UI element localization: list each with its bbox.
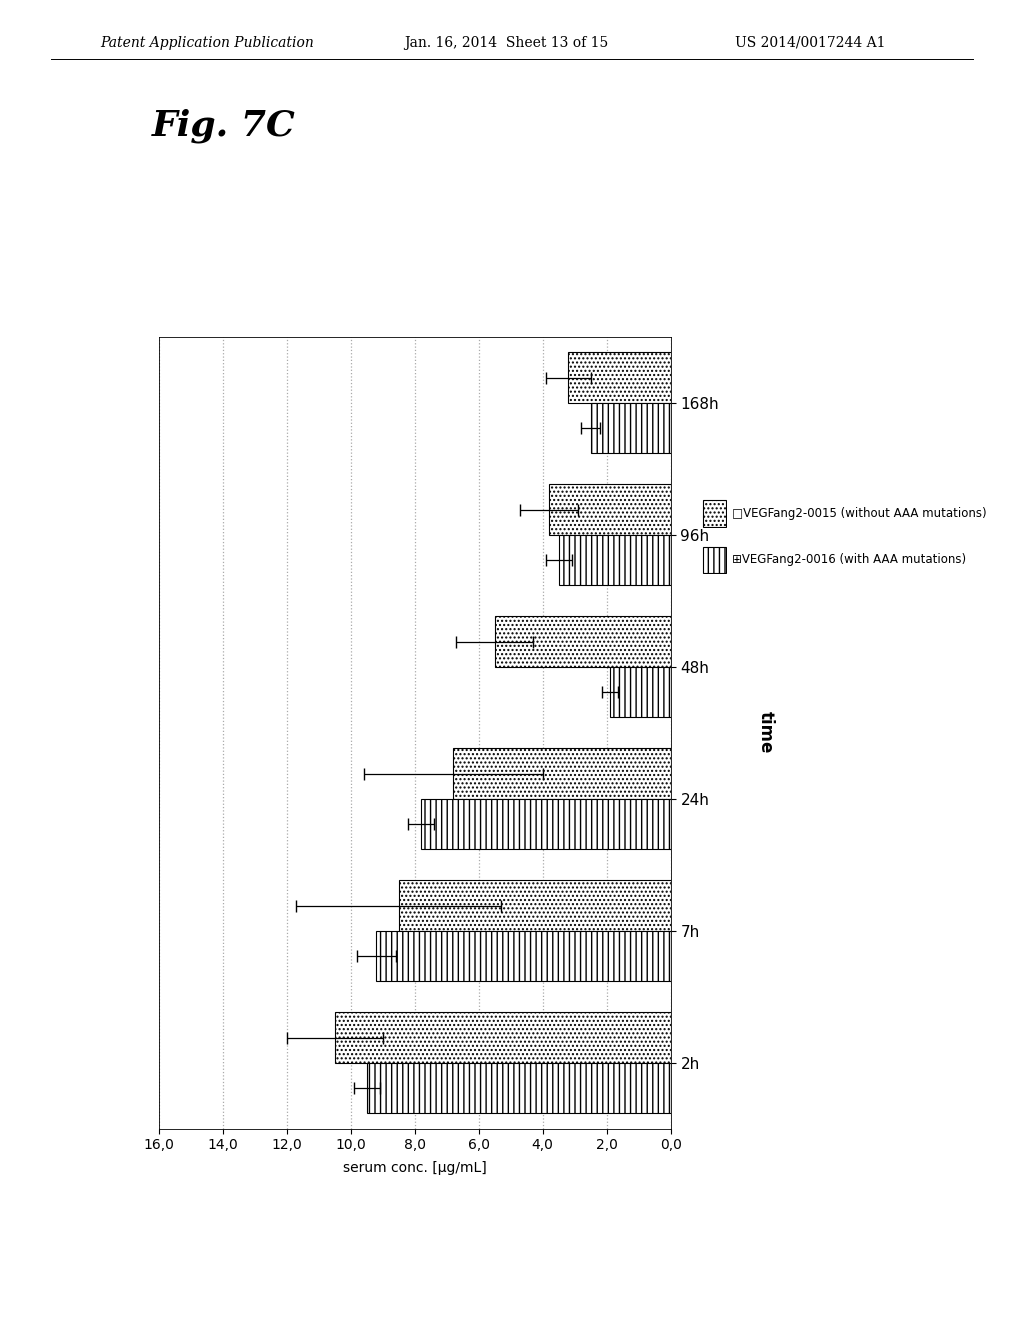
Bar <box>421 799 671 849</box>
Bar <box>453 748 671 799</box>
Bar <box>559 535 671 585</box>
Bar <box>568 352 671 403</box>
Bar <box>398 880 671 931</box>
Bar <box>610 667 671 717</box>
Text: ⊞VEGFang2-0016 (with AAA mutations): ⊞VEGFang2-0016 (with AAA mutations) <box>732 553 967 566</box>
Bar <box>591 403 671 453</box>
Bar <box>495 616 671 667</box>
Text: □VEGFang2-0015 (without AAA mutations): □VEGFang2-0015 (without AAA mutations) <box>732 507 987 520</box>
Text: Patent Application Publication: Patent Application Publication <box>100 36 314 50</box>
Text: Fig. 7C: Fig. 7C <box>152 110 295 144</box>
X-axis label: serum conc. [µg/mL]: serum conc. [µg/mL] <box>343 1160 486 1175</box>
Text: Jan. 16, 2014  Sheet 13 of 15: Jan. 16, 2014 Sheet 13 of 15 <box>404 36 608 50</box>
Bar <box>549 484 671 535</box>
Bar <box>377 931 671 981</box>
Bar <box>335 1012 671 1063</box>
Y-axis label: time: time <box>757 711 774 754</box>
Bar <box>367 1063 671 1113</box>
Text: US 2014/0017244 A1: US 2014/0017244 A1 <box>735 36 886 50</box>
